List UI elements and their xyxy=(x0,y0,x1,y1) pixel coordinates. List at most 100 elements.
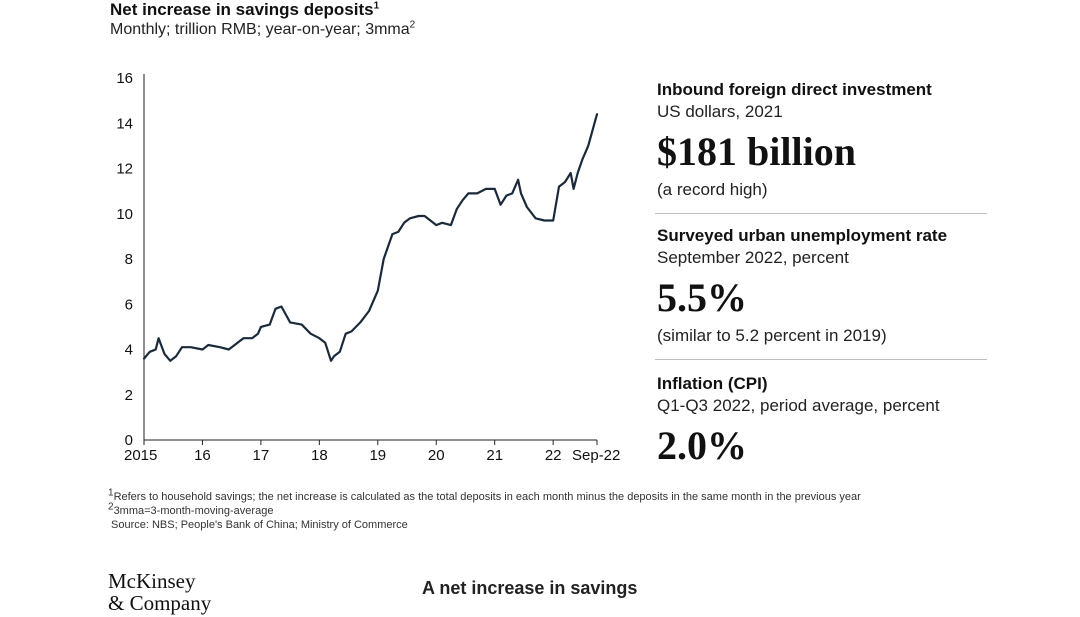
data-point xyxy=(505,195,507,197)
data-point xyxy=(260,326,262,328)
data-point xyxy=(462,199,464,201)
divider xyxy=(655,213,987,214)
stat-fdi-note: (a record high) xyxy=(657,180,768,199)
data-point xyxy=(535,217,537,219)
data-point xyxy=(274,308,277,310)
y-tick-label: 10 xyxy=(116,206,133,223)
stat-fdi-sub: US dollars, 2021 xyxy=(657,102,783,121)
data-point xyxy=(228,348,230,351)
data-point xyxy=(359,321,361,323)
data-point xyxy=(175,355,177,357)
footnote-2: 23mma=3-month-moving-average xyxy=(108,501,274,517)
data-point xyxy=(500,204,502,206)
data-point xyxy=(269,324,271,326)
data-point xyxy=(155,348,157,351)
data-point xyxy=(441,222,443,224)
footnote-1: 1Refers to household savings; the net in… xyxy=(108,487,861,503)
data-point xyxy=(558,186,560,188)
data-point xyxy=(409,217,411,219)
stat-unemployment-label: Surveyed urban unemployment rate xyxy=(657,226,948,245)
stat-inflation-label: Inflation (CPI) xyxy=(657,374,768,393)
data-point xyxy=(201,348,204,351)
stat-unemployment-sub: September 2022, percent xyxy=(657,248,849,267)
data-point xyxy=(350,330,353,332)
data-point xyxy=(467,192,469,194)
y-tick-label: 2 xyxy=(125,387,133,404)
x-tick-label: 2015 xyxy=(124,447,157,464)
stat-fdi: Inbound foreign direct investment US dol… xyxy=(657,80,987,200)
data-point xyxy=(181,346,183,348)
data-point xyxy=(383,258,385,260)
stat-fdi-label: Inbound foreign direct investment xyxy=(657,80,932,99)
data-point xyxy=(289,321,291,323)
source-note: Source: NBS; People's Bank of China; Min… xyxy=(111,519,408,531)
data-point xyxy=(149,351,151,353)
data-point xyxy=(511,192,513,194)
data-point xyxy=(207,344,209,346)
stat-inflation-value: 2.0% xyxy=(657,423,747,468)
divider xyxy=(655,359,987,360)
chart-subtitle: Monthly; trillion RMB; year-on-year; 3mm… xyxy=(110,19,416,38)
data-point xyxy=(143,358,145,360)
data-point xyxy=(520,192,522,194)
x-tick-label: 21 xyxy=(486,447,503,464)
stat-inflation: Inflation (CPI) Q1-Q3 2022, period avera… xyxy=(657,374,987,468)
stat-fdi-value: $181 billion xyxy=(657,129,856,174)
data-point xyxy=(577,172,579,174)
subtitle-footnote-mark: 2 xyxy=(409,19,416,31)
data-point xyxy=(485,188,487,190)
data-point xyxy=(301,324,303,326)
y-tick-label: 4 xyxy=(125,342,133,359)
figure-caption: A net increase in savings xyxy=(422,578,638,598)
series-line xyxy=(142,113,599,362)
data-point xyxy=(494,188,496,190)
title-footnote-mark: 1 xyxy=(373,0,380,12)
data-point xyxy=(368,310,370,312)
data-point xyxy=(377,290,379,292)
data-point xyxy=(596,113,598,115)
data-point xyxy=(219,346,221,348)
mckinsey-logo: McKinsey & Company xyxy=(108,569,212,615)
x-tick-label: 19 xyxy=(369,447,386,464)
data-point xyxy=(526,206,528,208)
data-point xyxy=(242,337,244,339)
data-point xyxy=(339,351,341,353)
y-tick-label: 6 xyxy=(125,296,133,313)
y-tick-label: 14 xyxy=(116,115,133,132)
stat-unemployment-note: (similar to 5.2 percent in 2019) xyxy=(657,326,887,345)
y-tick-label: 12 xyxy=(116,161,133,178)
data-point xyxy=(456,208,458,210)
x-tick-label: Sep-22 xyxy=(572,447,620,464)
data-point xyxy=(310,333,312,335)
y-tick-label: 8 xyxy=(125,251,133,268)
data-point xyxy=(564,181,566,183)
data-point xyxy=(163,353,166,355)
stat-unemployment: Surveyed urban unemployment rate Septemb… xyxy=(657,226,987,346)
data-point xyxy=(573,188,575,190)
data-point xyxy=(169,360,171,362)
data-point xyxy=(581,158,584,160)
data-point xyxy=(345,333,347,335)
data-point xyxy=(318,337,320,339)
x-tick-label: 20 xyxy=(428,447,445,464)
y-tick-label: 16 xyxy=(116,70,133,87)
stat-unemployment-value: 5.5% xyxy=(657,275,747,320)
x-tick-label: 22 xyxy=(545,447,562,464)
line-chart: 0 2 4 6 8 10 12 14 16 2015 16 17 18 19 20 21 22 Sep-22 xyxy=(116,70,620,464)
data-point xyxy=(418,215,420,217)
data-point xyxy=(257,333,259,335)
data-point xyxy=(280,305,282,308)
data-point xyxy=(391,233,393,235)
data-point xyxy=(251,337,253,339)
data-point xyxy=(330,360,332,362)
data-point xyxy=(435,224,437,226)
data-point xyxy=(517,179,519,181)
x-tick-label: 17 xyxy=(253,447,270,464)
x-tick-label: 16 xyxy=(194,447,211,464)
data-point xyxy=(587,145,589,147)
data-point xyxy=(158,337,160,339)
data-point xyxy=(324,342,326,344)
data-point xyxy=(403,222,405,224)
data-point xyxy=(190,346,192,348)
data-point xyxy=(397,231,399,233)
